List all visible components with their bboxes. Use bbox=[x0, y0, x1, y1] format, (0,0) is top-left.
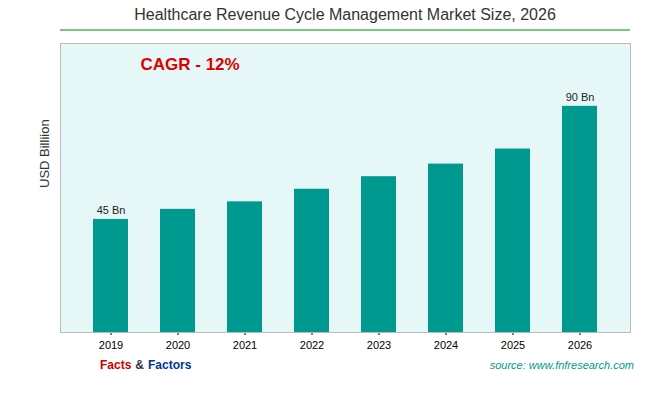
svg-text:2026: 2026 bbox=[568, 339, 592, 351]
svg-text:2024: 2024 bbox=[434, 339, 458, 351]
svg-text:2019: 2019 bbox=[99, 339, 123, 351]
svg-text:2025: 2025 bbox=[501, 339, 525, 351]
svg-text:2021: 2021 bbox=[233, 339, 257, 351]
svg-text:2020: 2020 bbox=[166, 339, 190, 351]
html-text:Healthcare Revenue Cycle Manag: Healthcare Revenue Cycle Management Mark… bbox=[134, 6, 556, 23]
svg-text:CAGR - 12%: CAGR - 12% bbox=[141, 55, 240, 74]
svg-text:45 Bn: 45 Bn bbox=[97, 204, 126, 216]
svg-text:USD Billiion: USD Billiion bbox=[37, 119, 52, 188]
svg-text:2023: 2023 bbox=[367, 339, 391, 351]
svg-text:2022: 2022 bbox=[300, 339, 324, 351]
html-text:source: www.fnfresearch.com: source: www.fnfresearch.com bbox=[489, 359, 634, 371]
svg-text:90 Bn: 90 Bn bbox=[566, 91, 595, 103]
html-text:Facts & Factors: Facts & Factors bbox=[100, 358, 192, 372]
